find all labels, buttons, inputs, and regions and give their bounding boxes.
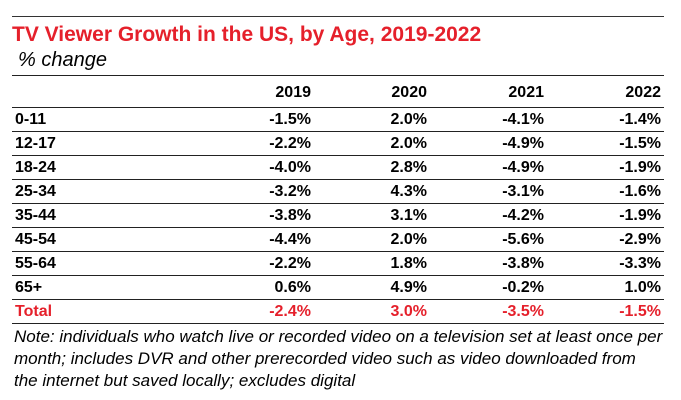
row-label: 45-54 [15,231,56,248]
table-cell: -1.6% [619,183,661,200]
row-label: 12-17 [15,135,56,152]
column-header-2019: 2019 [275,84,311,101]
table-row-total: Total -2.4% 3.0% -3.5% -1.5% [12,299,664,324]
table-cell: -1.5% [269,111,311,128]
table-cell: 1.0% [624,279,661,296]
table-cell: -4.0% [269,159,311,176]
table-cell: 2.0% [390,231,427,248]
table-row-25-34: 25-34 -3.2% 4.3% -3.1% -1.6% [12,179,664,203]
table-header-row: 2019 2020 2021 2022 [12,75,664,107]
chart-title: TV Viewer Growth in the US, by Age, 2019… [12,23,482,46]
table-cell: -3.2% [269,183,311,200]
table-cell: 1.8% [390,255,427,272]
row-label: 0-11 [15,111,47,128]
total-label: Total [15,303,53,320]
table-cell: 2.8% [390,159,427,176]
row-label: 65+ [15,279,43,296]
table-row-18-24: 18-24 -4.0% 2.8% -4.9% -1.9% [12,155,664,179]
column-header-2020: 2020 [391,84,427,101]
row-label: 25-34 [15,183,56,200]
table-cell: -3.8% [502,255,544,272]
table-row-45-54: 45-54 -4.4% 2.0% -5.6% -2.9% [12,227,664,251]
table-cell: -1.9% [619,207,661,224]
table-cell: -3.1% [502,183,544,200]
table-cell: -2.9% [619,231,661,248]
table-cell: -1.9% [619,159,661,176]
chart-subtitle: % change [18,49,107,71]
top-rule [12,16,664,17]
table-cell: 4.9% [390,279,427,296]
table-cell: -4.9% [502,135,544,152]
table-cell: -4.2% [502,207,544,224]
total-cell: 3.0% [390,303,427,320]
total-cell: -2.4% [269,303,311,320]
table-cell: -1.5% [619,135,661,152]
table-cell: -4.9% [502,159,544,176]
chart-frame: TV Viewer Growth in the US, by Age, 2019… [12,16,664,392]
table-cell: -3.3% [619,255,661,272]
chart-note: Note: individuals who watch live or reco… [14,327,663,390]
table-cell: -0.2% [502,279,544,296]
column-header-2022: 2022 [625,84,661,101]
table-cell: 2.0% [390,135,427,152]
total-cell: -3.5% [502,303,544,320]
table-cell: -4.4% [269,231,311,248]
row-label: 55-64 [15,255,56,272]
row-label: 18-24 [15,159,56,176]
table-row-65-plus: 65+ 0.6% 4.9% -0.2% 1.0% [12,275,664,299]
table-row-12-17: 12-17 -2.2% 2.0% -4.9% -1.5% [12,131,664,155]
table-cell: -2.2% [269,255,311,272]
table-cell: 2.0% [390,111,427,128]
table-row-0-11: 0-11 -1.5% 2.0% -4.1% -1.4% [12,107,664,131]
table-cell: -3.8% [269,207,311,224]
table-cell: -5.6% [502,231,544,248]
table-cell: -1.4% [619,111,661,128]
table-cell: -4.1% [502,111,544,128]
table-cell: 3.1% [390,207,427,224]
total-cell: -1.5% [619,303,661,320]
table-row-35-44: 35-44 -3.8% 3.1% -4.2% -1.9% [12,203,664,227]
table-cell: 4.3% [390,183,427,200]
row-label: 35-44 [15,207,56,224]
table-cell: -2.2% [269,135,311,152]
table-cell: 0.6% [274,279,311,296]
column-header-2021: 2021 [508,84,544,101]
table-row-55-64: 55-64 -2.2% 1.8% -3.8% -3.3% [12,251,664,275]
